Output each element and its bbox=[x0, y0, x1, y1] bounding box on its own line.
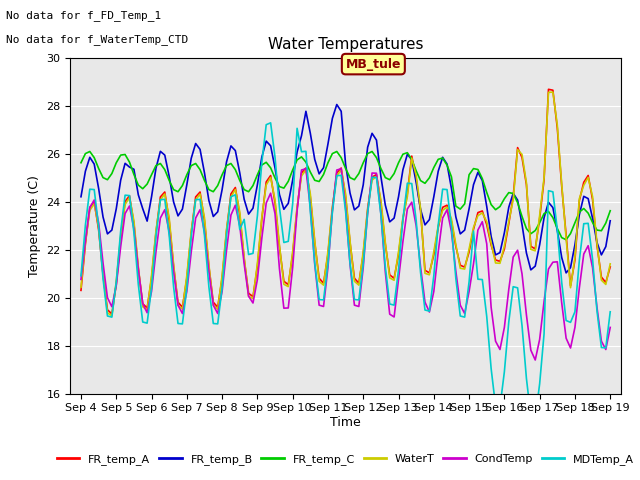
FR_temp_A bbox=[606, 264, 614, 270]
CondTemp bbox=[130, 226, 138, 232]
WaterT bbox=[580, 182, 588, 188]
FR_temp_B bbox=[333, 102, 340, 108]
FR_temp_C bbox=[134, 182, 142, 188]
CondTemp bbox=[531, 357, 539, 363]
FR_temp_C bbox=[563, 237, 570, 242]
MDTemp_A bbox=[130, 229, 138, 235]
CondTemp bbox=[307, 205, 314, 211]
MDTemp_A bbox=[606, 309, 614, 315]
MDTemp_A bbox=[531, 416, 539, 421]
MDTemp_A bbox=[267, 120, 275, 126]
FR_temp_C bbox=[307, 169, 314, 175]
WaterT bbox=[77, 285, 85, 290]
FR_temp_B bbox=[439, 155, 447, 160]
FR_temp_B bbox=[77, 194, 85, 200]
WaterT bbox=[108, 313, 116, 319]
FR_temp_C bbox=[412, 168, 420, 174]
Title: Water Temperatures: Water Temperatures bbox=[268, 37, 423, 52]
FR_temp_C bbox=[606, 208, 614, 214]
FR_temp_A bbox=[108, 311, 116, 317]
WaterT bbox=[439, 207, 447, 213]
FR_temp_A bbox=[134, 266, 142, 272]
FR_temp_A bbox=[545, 86, 552, 92]
FR_temp_A bbox=[77, 288, 85, 293]
X-axis label: Time: Time bbox=[330, 416, 361, 429]
MDTemp_A bbox=[77, 273, 85, 279]
MDTemp_A bbox=[580, 221, 588, 227]
MDTemp_A bbox=[200, 232, 208, 238]
Legend: FR_temp_A, FR_temp_B, FR_temp_C, WaterT, CondTemp, MDTemp_A: FR_temp_A, FR_temp_B, FR_temp_C, WaterT,… bbox=[52, 450, 639, 469]
CondTemp bbox=[439, 215, 447, 221]
Line: FR_temp_C: FR_temp_C bbox=[81, 152, 610, 240]
Text: No data for f_WaterTemp_CTD: No data for f_WaterTemp_CTD bbox=[6, 34, 189, 45]
CondTemp bbox=[412, 223, 420, 228]
WaterT bbox=[205, 262, 212, 267]
CondTemp bbox=[302, 166, 310, 172]
MDTemp_A bbox=[412, 217, 420, 223]
FR_temp_A bbox=[307, 194, 314, 200]
MDTemp_A bbox=[307, 208, 314, 214]
FR_temp_B bbox=[412, 180, 420, 185]
CondTemp bbox=[200, 229, 208, 235]
FR_temp_A bbox=[205, 264, 212, 269]
WaterT bbox=[606, 261, 614, 267]
Text: No data for f_FD_Temp_1: No data for f_FD_Temp_1 bbox=[6, 10, 162, 21]
Y-axis label: Temperature (C): Temperature (C) bbox=[28, 175, 41, 276]
FR_temp_B bbox=[580, 193, 588, 199]
WaterT bbox=[134, 264, 142, 270]
FR_temp_B bbox=[563, 270, 570, 276]
FR_temp_B bbox=[130, 167, 138, 172]
Line: WaterT: WaterT bbox=[81, 92, 610, 316]
MDTemp_A bbox=[439, 186, 447, 192]
Text: MB_tule: MB_tule bbox=[346, 58, 401, 71]
Line: CondTemp: CondTemp bbox=[81, 169, 610, 360]
WaterT bbox=[307, 191, 314, 197]
FR_temp_B bbox=[302, 108, 310, 114]
CondTemp bbox=[606, 324, 614, 330]
FR_temp_A bbox=[439, 204, 447, 210]
FR_temp_C bbox=[205, 187, 212, 192]
FR_temp_C bbox=[580, 205, 588, 211]
CondTemp bbox=[580, 251, 588, 257]
WaterT bbox=[549, 89, 557, 95]
FR_temp_A bbox=[580, 180, 588, 185]
FR_temp_C bbox=[77, 160, 85, 166]
WaterT bbox=[412, 172, 420, 178]
FR_temp_C bbox=[86, 149, 93, 155]
Line: FR_temp_B: FR_temp_B bbox=[81, 105, 610, 273]
Line: MDTemp_A: MDTemp_A bbox=[81, 123, 610, 419]
CondTemp bbox=[77, 276, 85, 282]
FR_temp_B bbox=[200, 170, 208, 176]
Line: FR_temp_A: FR_temp_A bbox=[81, 89, 610, 314]
FR_temp_A bbox=[412, 176, 420, 181]
FR_temp_C bbox=[439, 155, 447, 161]
FR_temp_B bbox=[606, 218, 614, 224]
